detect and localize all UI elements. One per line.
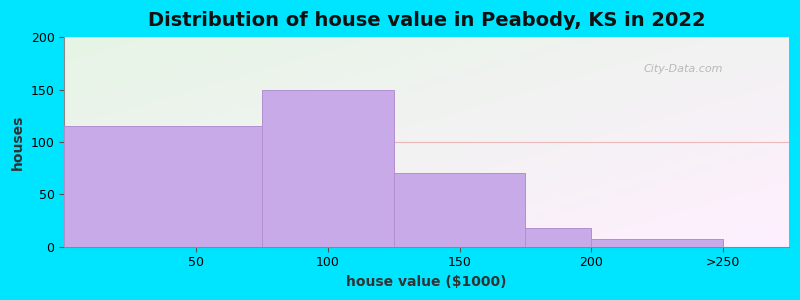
Bar (262, 90, 394, 247)
Bar (394, 173, 526, 247)
Title: Distribution of house value in Peabody, KS in 2022: Distribution of house value in Peabody, … (148, 11, 706, 30)
Bar (526, 228, 591, 247)
Bar (591, 239, 723, 247)
Y-axis label: houses: houses (11, 114, 25, 169)
X-axis label: house value ($1000): house value ($1000) (346, 275, 507, 289)
Text: City-Data.com: City-Data.com (644, 64, 723, 74)
Bar (64, 126, 262, 247)
